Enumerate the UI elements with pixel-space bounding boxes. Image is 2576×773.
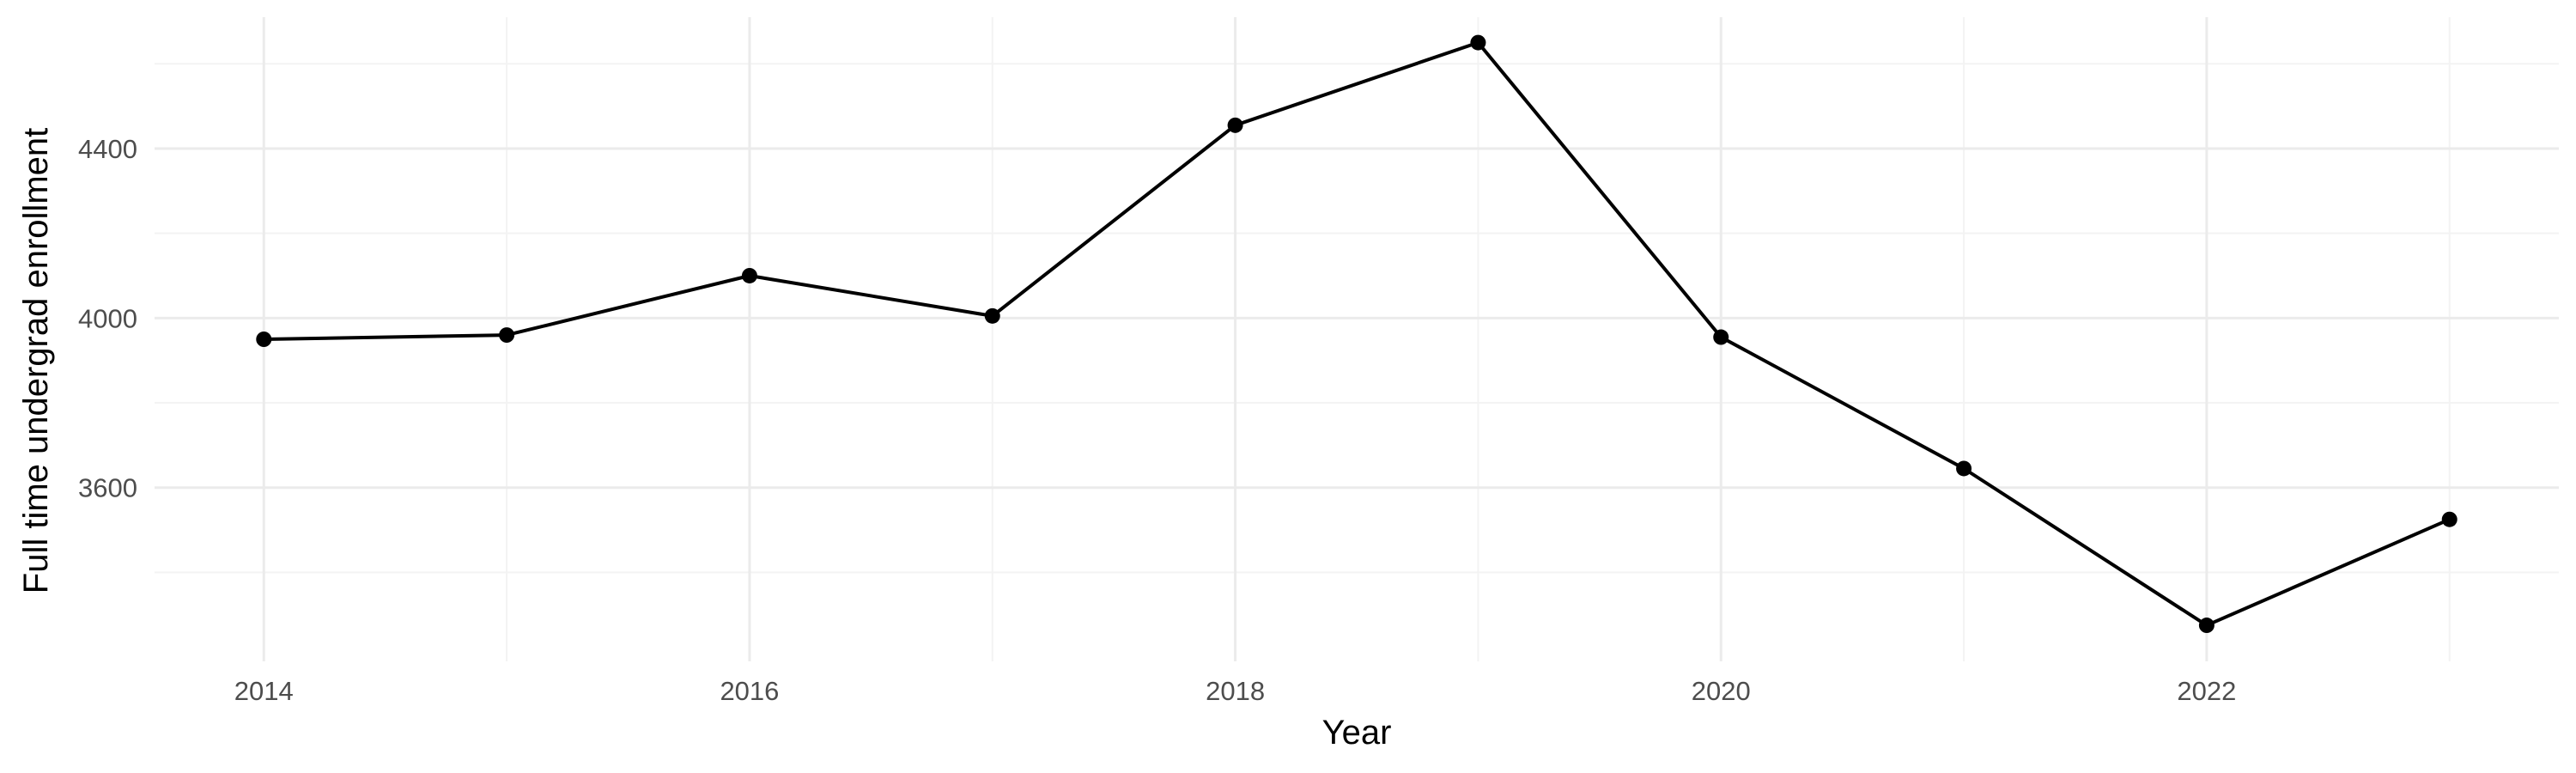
data-points (256, 34, 2458, 634)
x-tick-label: 2016 (720, 676, 779, 706)
data-point (256, 332, 272, 347)
data-point (1227, 117, 1243, 133)
series-line (264, 40, 2451, 628)
data-point (984, 307, 1000, 324)
y-axis-ticks: 3600 4000 4400 (78, 134, 137, 503)
y-tick-label: 4400 (78, 134, 137, 164)
data-point (2441, 511, 2458, 527)
data-point (1713, 329, 1729, 345)
data-point (2198, 618, 2215, 634)
y-tick-label: 3600 (78, 473, 137, 503)
grid (155, 17, 2559, 661)
x-axis-title: Year (1322, 714, 1392, 752)
y-tick-label: 4000 (78, 303, 137, 333)
data-point (741, 267, 757, 283)
data-point (1956, 460, 1972, 477)
x-axis-ticks: 2014 2016 2018 2020 2022 (234, 676, 2237, 706)
x-tick-label: 2022 (2177, 676, 2236, 706)
y-axis-title: Full time undergrad enrollment (17, 128, 55, 593)
data-point (1470, 34, 1486, 51)
x-tick-label: 2014 (234, 676, 294, 706)
x-tick-label: 2020 (1692, 676, 1751, 706)
x-tick-label: 2018 (1206, 676, 1265, 706)
data-point (499, 327, 515, 344)
